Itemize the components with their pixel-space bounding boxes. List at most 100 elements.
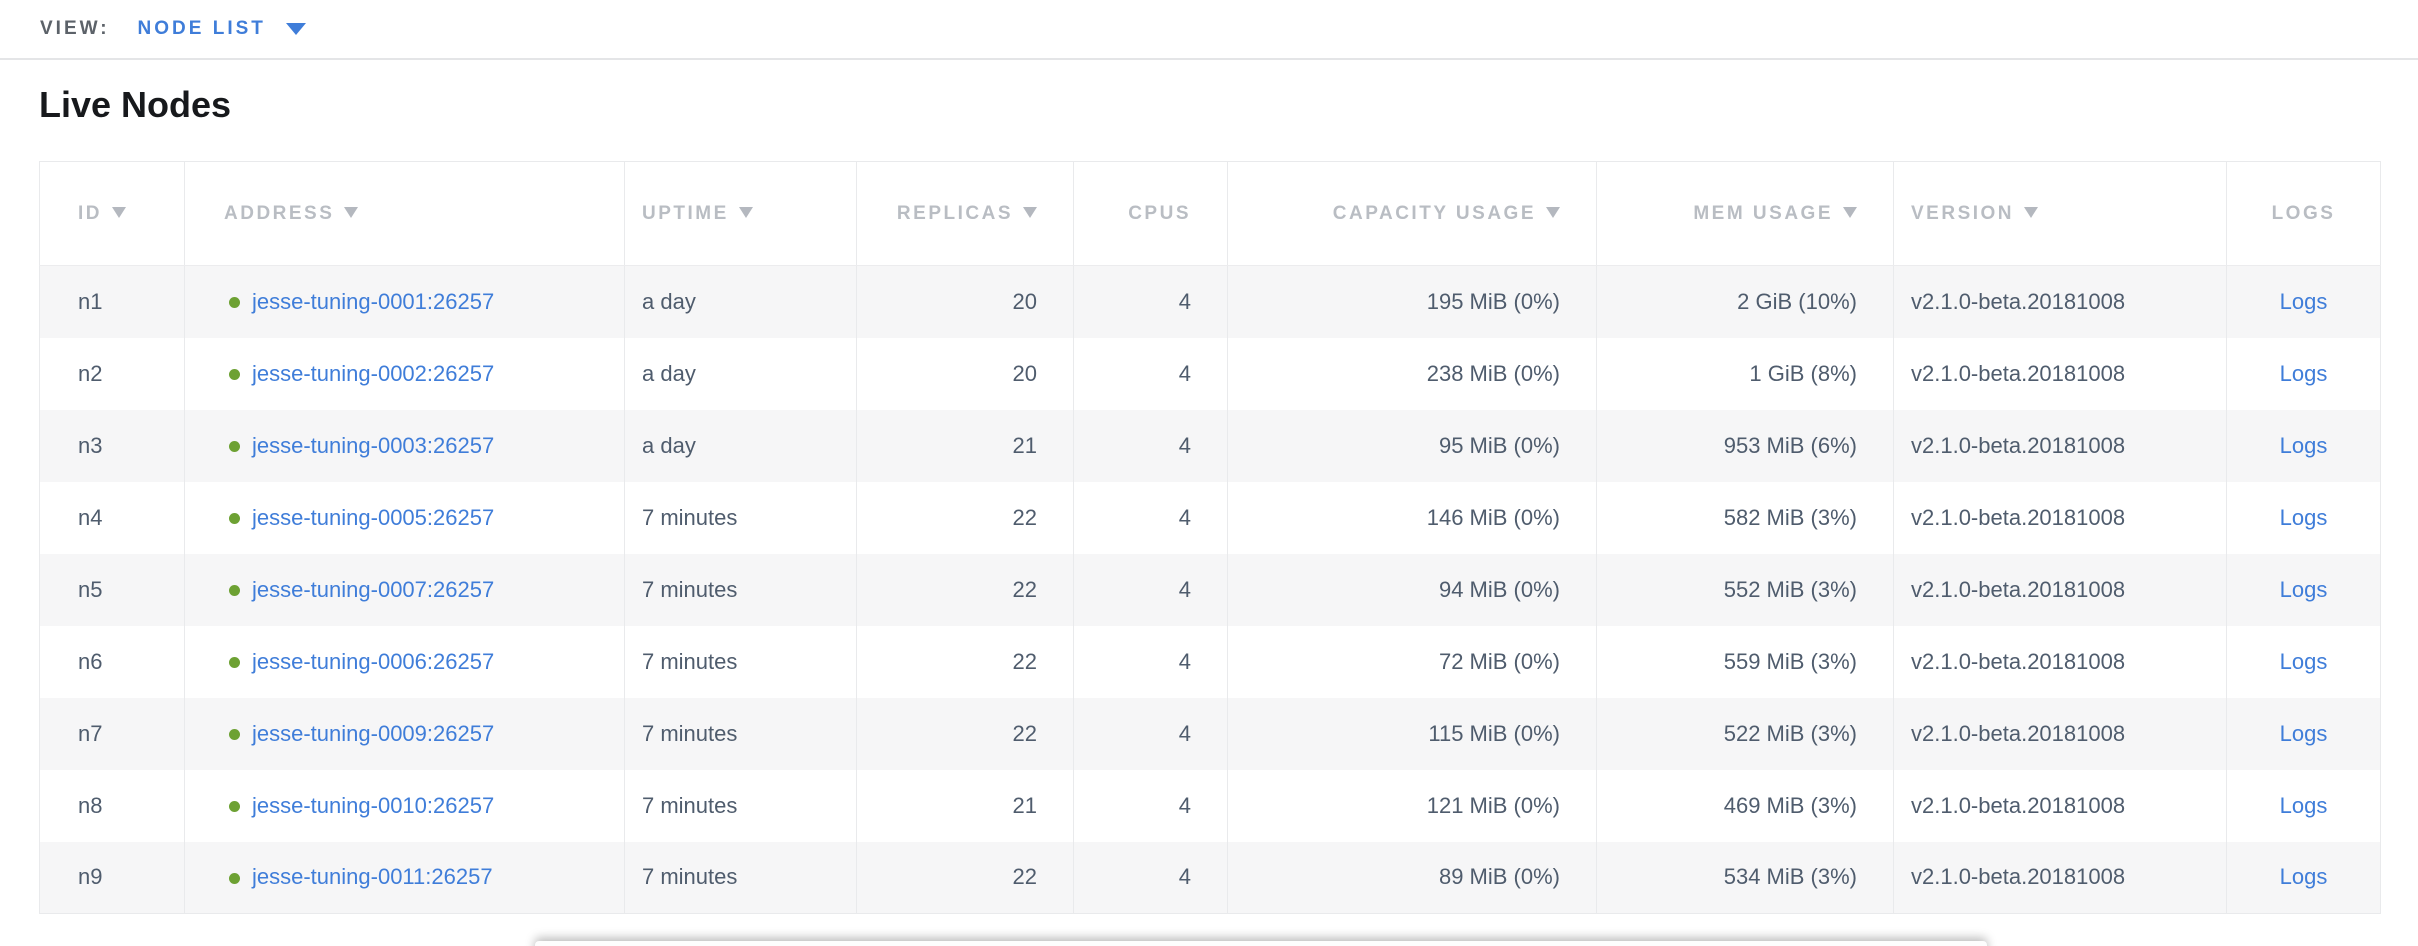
node-status-healthy-icon: [229, 657, 240, 669]
id-cell: n4: [39, 481, 185, 554]
mem-cell: 534 MiB (3%): [1596, 841, 1894, 914]
next-section-top-edge: [535, 941, 1987, 946]
column-header-replicas[interactable]: REPLICAS: [856, 161, 1074, 266]
table-row-n5: n5 jesse-tuning-0007:26257 7 minutes 22 4 94 …: [39, 553, 2381, 626]
uptime-cell: a day: [624, 409, 857, 482]
logs-link[interactable]: Logs: [2279, 504, 2328, 530]
cpus-cell: 4: [1073, 769, 1228, 842]
table-row-n6: n6 jesse-tuning-0006:26257 7 minutes 22 4 72 …: [39, 625, 2381, 698]
address-cell: jesse-tuning-0007:26257: [184, 553, 625, 626]
live-nodes-table: ID ADDRESS UPTIME REPLICAS CPUS CAPACITY USAG…: [39, 161, 2381, 914]
cpus-cell: 4: [1073, 697, 1228, 770]
capacity-cell: 89 MiB (0%): [1227, 841, 1597, 914]
uptime-cell: 7 minutes: [624, 625, 857, 698]
logs-cell: Logs: [2227, 770, 2381, 842]
table-body: n1 jesse-tuning-0001:26257 a day 20 4 195 MiB…: [39, 265, 2381, 914]
column-label: CPUS: [1128, 202, 1191, 224]
logs-link[interactable]: Logs: [2279, 288, 2328, 314]
node-status-healthy-icon: [229, 872, 240, 884]
logs-link[interactable]: Logs: [2279, 792, 2328, 818]
address-link[interactable]: jesse-tuning-0007:26257: [252, 576, 495, 602]
table-row-n8: n8 jesse-tuning-0010:26257 7 minutes 21 4 121…: [39, 769, 2381, 842]
view-dropdown-value: NODE LIST: [137, 18, 266, 39]
replicas-cell: 20: [856, 265, 1074, 338]
version-cell: v2.1.0-beta.20181008: [1893, 409, 2227, 482]
mem-cell: 522 MiB (3%): [1596, 697, 1894, 770]
logs-link[interactable]: Logs: [2279, 432, 2328, 458]
logs-cell: Logs: [2227, 338, 2381, 410]
cpus-cell: 4: [1073, 409, 1228, 482]
version-cell: v2.1.0-beta.20181008: [1893, 625, 2227, 698]
uptime-cell: 7 minutes: [624, 769, 857, 842]
address-cell: jesse-tuning-0001:26257: [184, 265, 625, 338]
id-cell: n8: [39, 769, 185, 842]
column-label: MEM USAGE: [1693, 202, 1833, 224]
column-label: CAPACITY USAGE: [1332, 202, 1536, 224]
address-link[interactable]: jesse-tuning-0006:26257: [252, 648, 495, 674]
capacity-cell: 195 MiB (0%): [1227, 265, 1597, 338]
column-header-capacity[interactable]: CAPACITY USAGE: [1227, 161, 1597, 266]
logs-cell: Logs: [2227, 554, 2381, 626]
column-label: ID: [78, 202, 102, 224]
address-cell: jesse-tuning-0009:26257: [184, 697, 625, 770]
capacity-cell: 94 MiB (0%): [1227, 553, 1597, 626]
version-cell: v2.1.0-beta.20181008: [1893, 265, 2227, 338]
logs-link[interactable]: Logs: [2279, 864, 2328, 890]
logs-link[interactable]: Logs: [2279, 648, 2328, 674]
node-status-healthy-icon: [229, 729, 240, 741]
logs-link[interactable]: Logs: [2279, 360, 2328, 386]
column-header-address[interactable]: ADDRESS: [184, 161, 625, 266]
node-status-healthy-icon: [229, 369, 240, 381]
node-status-healthy-icon: [229, 297, 240, 309]
uptime-cell: 7 minutes: [624, 481, 857, 554]
mem-cell: 2 GiB (10%): [1596, 265, 1894, 338]
version-cell: v2.1.0-beta.20181008: [1893, 769, 2227, 842]
capacity-cell: 115 MiB (0%): [1227, 697, 1597, 770]
column-header-logs: LOGS: [2226, 161, 2381, 266]
address-link[interactable]: jesse-tuning-0001:26257: [252, 288, 495, 314]
replicas-cell: 22: [856, 625, 1074, 698]
address-link[interactable]: jesse-tuning-0010:26257: [252, 792, 495, 818]
address-link[interactable]: jesse-tuning-0011:26257: [252, 864, 493, 890]
version-cell: v2.1.0-beta.20181008: [1893, 841, 2227, 914]
replicas-cell: 22: [856, 697, 1074, 770]
column-label: LOGS: [2271, 202, 2336, 224]
replicas-cell: 22: [856, 481, 1074, 554]
address-link[interactable]: jesse-tuning-0003:26257: [252, 432, 495, 458]
logs-link[interactable]: Logs: [2279, 720, 2328, 746]
uptime-cell: 7 minutes: [624, 697, 857, 770]
id-cell: n5: [39, 553, 185, 626]
address-link[interactable]: jesse-tuning-0005:26257: [252, 504, 495, 530]
table-row-n3: n3 jesse-tuning-0003:26257 a day 21 4 95 MiB …: [39, 409, 2381, 482]
cpus-cell: 4: [1073, 553, 1228, 626]
version-cell: v2.1.0-beta.20181008: [1893, 553, 2227, 626]
logs-cell: Logs: [2227, 698, 2381, 770]
capacity-cell: 238 MiB (0%): [1227, 337, 1597, 410]
mem-cell: 559 MiB (3%): [1596, 625, 1894, 698]
replicas-cell: 22: [856, 841, 1074, 914]
column-header-mem[interactable]: MEM USAGE: [1596, 161, 1894, 266]
address-cell: jesse-tuning-0003:26257: [184, 409, 625, 482]
cpus-cell: 4: [1073, 625, 1228, 698]
column-header-uptime[interactable]: UPTIME: [624, 161, 857, 266]
column-header-id[interactable]: ID: [39, 161, 185, 266]
replicas-cell: 22: [856, 553, 1074, 626]
id-cell: n2: [39, 337, 185, 410]
replicas-cell: 20: [856, 337, 1074, 410]
cpus-cell: 4: [1073, 265, 1228, 338]
node-status-healthy-icon: [229, 585, 240, 597]
address-cell: jesse-tuning-0005:26257: [184, 481, 625, 554]
view-dropdown[interactable]: NODE LIST: [138, 18, 306, 40]
column-header-version[interactable]: VERSION: [1893, 161, 2227, 266]
address-link[interactable]: jesse-tuning-0002:26257: [252, 360, 495, 386]
address-link[interactable]: jesse-tuning-0009:26257: [252, 720, 495, 746]
cpus-cell: 4: [1073, 841, 1228, 914]
version-cell: v2.1.0-beta.20181008: [1893, 697, 2227, 770]
node-status-healthy-icon: [229, 441, 240, 453]
column-label: ADDRESS: [224, 202, 335, 224]
capacity-cell: 95 MiB (0%): [1227, 409, 1597, 482]
mem-cell: 552 MiB (3%): [1596, 553, 1894, 626]
logs-cell: Logs: [2227, 410, 2381, 482]
logs-link[interactable]: Logs: [2279, 576, 2328, 602]
logs-cell: Logs: [2227, 842, 2381, 914]
